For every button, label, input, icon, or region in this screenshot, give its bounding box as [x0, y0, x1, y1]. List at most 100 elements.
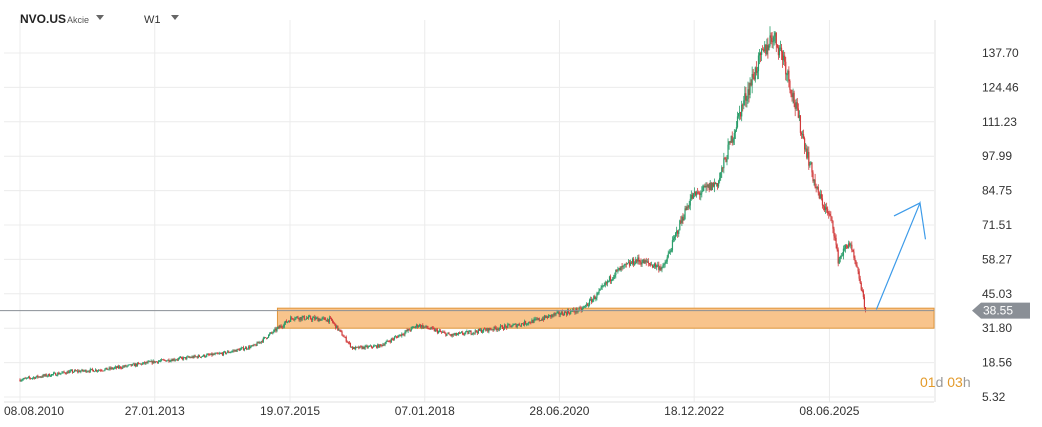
candle-body — [582, 307, 584, 309]
candle-body — [74, 370, 77, 372]
candle-body — [359, 346, 361, 349]
candle-body — [135, 363, 138, 366]
candle-body — [462, 332, 464, 335]
candle-body — [613, 276, 615, 279]
candle-body — [802, 134, 805, 139]
projection-arrow — [875, 200, 927, 310]
candle-body — [121, 368, 123, 369]
candle-body — [382, 344, 384, 346]
candle-body — [42, 374, 44, 377]
candle-body — [838, 258, 840, 264]
candle-body — [103, 370, 105, 372]
candle-body — [249, 346, 251, 349]
candle-body — [308, 316, 311, 318]
candle-body — [596, 293, 598, 298]
candle-body — [444, 332, 446, 334]
candle-body — [821, 198, 824, 206]
candle-body — [390, 338, 392, 342]
candle-body — [357, 346, 359, 348]
candle-body — [87, 371, 89, 373]
symbol-dropdown-chevron-down-icon[interactable] — [96, 15, 104, 20]
candle-body — [163, 359, 165, 361]
candle-body — [545, 316, 548, 318]
candle-body — [120, 366, 122, 369]
candle-body — [239, 348, 241, 351]
candle-body — [740, 112, 742, 117]
candle-body — [435, 329, 438, 331]
candle-body — [851, 244, 853, 250]
candle-body — [432, 327, 434, 329]
candle-body — [385, 341, 387, 344]
x-tick-label: 07.01.2018 — [395, 404, 455, 418]
candle-body — [370, 345, 372, 348]
candle-body — [772, 41, 774, 43]
candle-body — [767, 45, 769, 51]
candle-body — [327, 319, 329, 322]
candle-body — [565, 312, 568, 315]
candle-body — [628, 262, 631, 266]
candle-body — [528, 321, 530, 324]
candle-body — [662, 264, 664, 268]
symbol-label[interactable]: NVO.US — [20, 12, 67, 26]
candle-body — [548, 315, 550, 318]
candle-body — [142, 363, 144, 365]
candle-body — [188, 356, 190, 358]
candle-body — [730, 136, 732, 143]
candle-body — [295, 317, 297, 319]
candle-body — [105, 367, 107, 369]
candle-body — [510, 325, 512, 328]
candle-body — [179, 357, 182, 358]
candle-body — [522, 323, 525, 325]
support-zone-rect — [276, 307, 935, 329]
candle-body — [423, 326, 425, 329]
candle-body — [269, 333, 271, 335]
candle-body — [694, 191, 697, 196]
candle-body — [492, 329, 494, 331]
candle-body — [86, 371, 88, 373]
candle-body — [234, 350, 236, 351]
candle-body — [776, 45, 778, 48]
candle-body — [489, 328, 491, 330]
candle-body — [553, 313, 555, 316]
interval-label[interactable]: W1 — [144, 14, 161, 26]
candle-body — [458, 332, 461, 334]
candle-body — [457, 332, 460, 335]
candle-body — [863, 296, 866, 308]
candle-body — [448, 333, 450, 335]
candle-body — [485, 329, 487, 331]
candle-body — [697, 192, 699, 194]
candle-body — [442, 332, 444, 333]
candle-body — [604, 282, 606, 286]
candle-body — [480, 329, 483, 333]
candle-body — [336, 325, 338, 329]
candle-body — [652, 265, 655, 268]
candle-body — [436, 329, 439, 333]
candle-body — [756, 71, 759, 73]
candle-body — [407, 329, 409, 332]
candle-body — [811, 162, 813, 173]
candle-body — [774, 32, 776, 37]
candle-body — [45, 374, 47, 377]
candle-body — [388, 341, 390, 343]
candle-body — [394, 336, 397, 338]
candle-body — [224, 351, 227, 354]
candle-body — [401, 333, 403, 337]
candle-body — [688, 205, 690, 208]
candle-body — [169, 361, 171, 363]
interval-dropdown-chevron-down-icon[interactable] — [171, 15, 179, 20]
candle-body — [608, 276, 611, 281]
candle-body — [31, 377, 34, 379]
candle-body — [471, 334, 473, 335]
candle-body — [854, 257, 856, 261]
candle-body — [593, 296, 595, 300]
candle-body — [264, 337, 267, 339]
candle-body — [210, 353, 212, 355]
candle-body — [256, 342, 258, 346]
candle-body — [569, 312, 571, 314]
candle-body — [60, 373, 62, 374]
candle-body — [541, 318, 543, 321]
candle-body — [82, 369, 84, 372]
candle-body — [580, 307, 582, 311]
candle-body — [273, 330, 275, 333]
